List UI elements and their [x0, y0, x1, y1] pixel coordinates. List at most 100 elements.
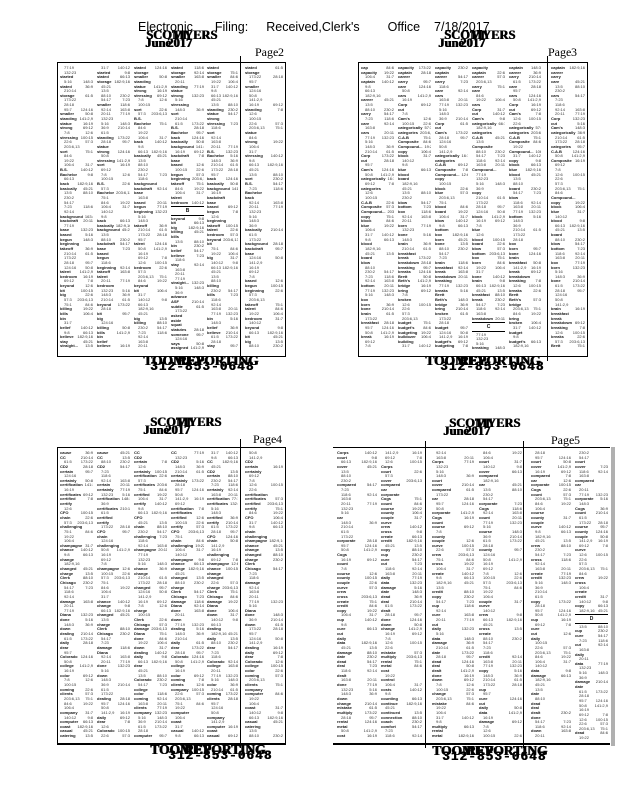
index-entry: care 28:18 [509, 84, 541, 89]
index-entry: daily 50:8 [479, 706, 522, 711]
index-entry: cut 12:6 [531, 631, 571, 636]
index-entry: data 132:23 [381, 580, 422, 585]
index-entry: bottom 20:11 [361, 284, 394, 289]
index-entry: 5:16 [249, 214, 257, 219]
index-entry: 106:4 [175, 715, 186, 720]
index-entry: 141:2,9 [439, 149, 453, 154]
index-entry: blood 100:15 [472, 237, 505, 242]
index-entry: court 50:8 [531, 460, 571, 465]
index-entry: 148:3 36:9 [436, 474, 474, 479]
index-entry: 45:21 [211, 270, 222, 275]
index-entry: 66:13 182:9,16 [476, 284, 505, 289]
index-entry: 28:18 95:7 [385, 613, 422, 618]
index-entry: credit 132:23 [531, 576, 571, 581]
index-entry: cars 124:16 [509, 93, 541, 98]
index-entry: started [60, 75, 74, 80]
index-entry: couple [531, 520, 544, 525]
stamp-word: Filing: [214, 20, 249, 34]
deposition-date-overprint: June 2017 [145, 36, 192, 51]
index-entry: 100:15 22:6 [175, 520, 204, 525]
index-entry: takeoff 36:9 [134, 223, 167, 228]
index-entry: 9:8 66:13 [436, 576, 474, 581]
index-entry: 7:23 [249, 571, 257, 576]
index-entry: certified [97, 515, 113, 520]
index-entry: 230:2 54:17 [211, 288, 238, 293]
index-entry: computer 16:19 [207, 724, 238, 729]
index-entry: takeoff 36:9 [60, 246, 93, 251]
index-column: cause 45:21 CC 13:5 88:10 230:2 CD2 54:17 7:23 11… [97, 451, 130, 740]
index-entry: B.S. 132:23 [207, 149, 238, 154]
index-entry: begun 100:15 [245, 284, 283, 289]
index-entry: backdraft 7:8 [171, 154, 204, 159]
index-entry: cut 69:12 [509, 107, 541, 112]
index-entry: cut [435, 126, 441, 131]
index-entry: 163:8 [476, 311, 487, 316]
index-entry: 22:6 57:3 [535, 645, 571, 650]
letter-section-divider: C [472, 321, 505, 332]
stamp-date: 7/18/2017 [434, 20, 490, 34]
index-entry: data 182:9,16 [337, 641, 377, 646]
index-entry: 163:8 [249, 590, 260, 595]
index-entry: 5:16 [138, 214, 146, 219]
index-entry: 16:19 [64, 488, 75, 493]
index-entry: 106:4 31:7 [436, 567, 474, 572]
index-entry: create 77:19 [531, 571, 571, 576]
index-entry: storage [134, 70, 149, 75]
index-entry: done 16:19 [432, 673, 474, 678]
index-entry: 75:1 84:6 [436, 557, 474, 562]
index-entry: 84:6 [555, 191, 563, 196]
index-entry: 31:7 [64, 321, 72, 326]
reporter-name-overprint: TOOMEY REPORTING [432, 743, 547, 759]
index-entry: CFO 95:7 [97, 529, 130, 534]
index-entry: 31:7 140:12 [402, 344, 431, 349]
index-entry: 50:8 [439, 144, 447, 149]
index-entry: Compound...19:22 [398, 144, 431, 149]
index-entry: mistake 61:5 [337, 706, 377, 711]
index-entry: stay 45:21 [60, 339, 93, 344]
index-entry: 20:11 77:19 [436, 618, 474, 623]
index-entry: 77:19 132:23 [579, 492, 608, 497]
index-entry: Clerk 75:1 [207, 590, 238, 595]
index-entry: Cam's 12:6 [398, 117, 431, 122]
index-entry: cut 7:23 [381, 562, 422, 567]
index-entry: begun 7:8 [207, 209, 238, 214]
index-entry: broken 61:5 [435, 311, 468, 316]
index-entry: counting 66:13 [381, 696, 422, 701]
index-entry: CFO 203:6,13 [171, 529, 204, 534]
index-entry: 230:2 [341, 478, 352, 483]
index-entry: stated 36:9 [60, 84, 93, 89]
index-entry: asked [171, 313, 183, 318]
index-entry: career 36:9 [509, 70, 541, 75]
index-entry: 16:19 69:12 [476, 219, 505, 224]
index-entry: career [551, 70, 564, 75]
index-entry: 92:14 [436, 608, 447, 613]
witness-name-layer1: SCOTT [146, 28, 189, 42]
index-entry: coming 22:6 [60, 687, 93, 692]
index-entry: 203:6,13 75:1 [535, 497, 571, 502]
index-entry: bone 124:16 [509, 251, 541, 256]
index-entry: copy 230:2 [432, 594, 474, 599]
index-entry: career 54:17 [435, 75, 468, 80]
index-entry: 148:3 [439, 112, 450, 117]
index-entry: smaller 163:8 [171, 75, 204, 80]
index-entry: color 36:9 [207, 683, 238, 688]
index-entry: Diana [207, 604, 218, 609]
index-entry: 13:5 [535, 687, 543, 692]
index-entry: chance 36:9 [134, 567, 167, 572]
index-entry: 28:18 [211, 339, 222, 344]
index-entry: copy 19:22 [551, 200, 585, 205]
index-entry: certainly [245, 469, 262, 474]
index-entry: 141:2,9 16:19 [101, 710, 130, 715]
index-entry: 7:23 [101, 641, 109, 646]
index-entry: 77:19 132:23 [211, 673, 238, 678]
index-entry: 31:7 [249, 149, 257, 154]
page-header: Page 2 [255, 45, 284, 60]
index-entry: 12:6 100:15 [555, 172, 585, 177]
index-entry: 20:11 [211, 669, 221, 674]
index-entry: 75:1 84:6 [175, 701, 204, 706]
index-entry: 16:19 69:12 [175, 149, 204, 154]
index-entry: stay 92:14 [171, 262, 204, 267]
index-entry: assigned 141:2,9 [171, 346, 204, 351]
index-entry: 50:8 141:2,9 [365, 172, 394, 177]
